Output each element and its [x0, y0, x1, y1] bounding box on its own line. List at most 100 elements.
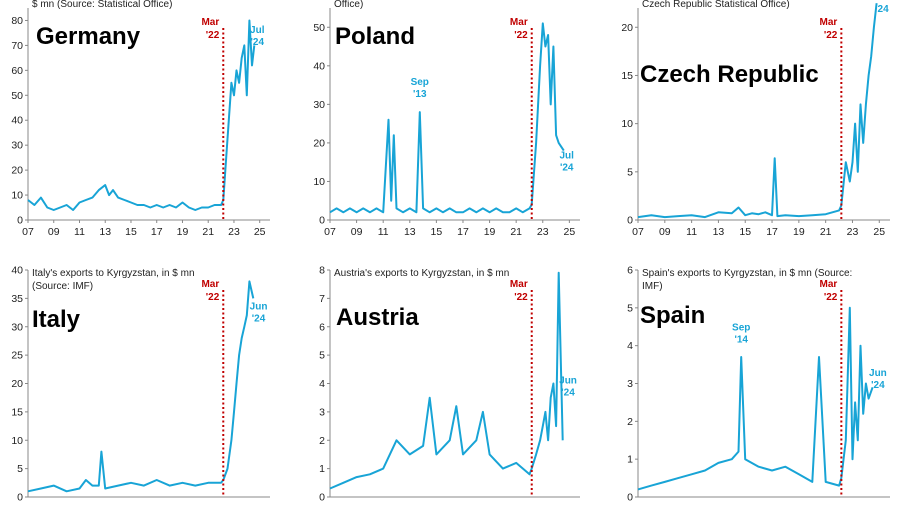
- y-tick-label: 10: [11, 435, 23, 447]
- y-tick-label: 5: [627, 166, 633, 178]
- y-tick-label: 2: [319, 435, 325, 447]
- x-tick-label: 13: [99, 226, 111, 238]
- chart-title: Czech Republic: [640, 61, 819, 88]
- y-tick-label: 15: [621, 70, 633, 82]
- y-tick-label: 50: [11, 90, 23, 102]
- y-tick-label: 7: [319, 293, 325, 305]
- y-tick-label: 8: [319, 265, 325, 277]
- y-tick-label: 25: [11, 350, 23, 362]
- y-tick-label: 0: [319, 492, 325, 504]
- x-tick-label: 21: [820, 226, 832, 238]
- annotation-label: Sep: [732, 323, 750, 334]
- x-tick-label: 11: [686, 226, 697, 238]
- y-tick-label: 20: [313, 137, 325, 149]
- chart-subtitle: (Source: IMF): [32, 281, 93, 292]
- y-tick-label: 10: [11, 190, 23, 202]
- y-tick-label: 4: [319, 378, 325, 390]
- annotation-label: '13: [413, 89, 427, 100]
- event-marker-label: Mar: [201, 279, 219, 290]
- y-tick-label: 3: [627, 378, 633, 390]
- annotation-label: Jun: [250, 302, 268, 313]
- y-tick-label: 1: [627, 454, 633, 466]
- y-tick-label: 5: [627, 302, 633, 314]
- y-tick-label: 40: [11, 115, 23, 127]
- event-marker-label: '22: [206, 292, 220, 303]
- series-line: [637, 306, 874, 491]
- event-marker-label: '22: [206, 30, 220, 41]
- event-marker-label: Mar: [201, 17, 219, 28]
- chart-title: Poland: [335, 23, 415, 50]
- event-marker-label: '22: [514, 292, 528, 303]
- chart-panel-germany: $ mn (Source: Statistical Office) 0 10 20 30…: [11, 0, 270, 238]
- event-marker-label: '22: [824, 30, 838, 41]
- annotation-label: '24: [875, 4, 889, 15]
- chart-title: Austria: [336, 304, 419, 331]
- x-tick-label: 21: [510, 226, 522, 238]
- y-tick-label: 20: [11, 378, 23, 390]
- y-tick-label: 5: [319, 350, 325, 362]
- x-tick-label: 07: [632, 226, 644, 238]
- x-tick-label: 19: [793, 226, 805, 238]
- chart-subtitle: Italy's exports to Kyrgyzstan, in $ mn: [32, 268, 195, 279]
- y-tick-label: 5: [17, 463, 23, 475]
- y-tick-label: 0: [17, 215, 23, 227]
- chart-subtitle: Spain's exports to Kyrgyzstan, in $ mn (…: [642, 268, 852, 279]
- event-marker-label: Mar: [820, 17, 838, 28]
- x-tick-label: 19: [484, 226, 496, 238]
- y-tick-label: 35: [11, 293, 23, 305]
- y-tick-label: 0: [627, 492, 633, 504]
- annotation-label: '14: [734, 335, 748, 346]
- annotation-label: '24: [251, 37, 265, 48]
- y-tick-label: 20: [11, 165, 23, 177]
- annotation-label: Jun: [869, 368, 887, 379]
- y-tick-label: 30: [11, 140, 23, 152]
- y-tick-label: 10: [621, 118, 633, 130]
- x-tick-label: 23: [537, 226, 549, 238]
- chart-panel-poland: Office) 0 10 20 30 40 50 07 09 11 13 15 17 19 21 23 25 Ma…: [313, 0, 580, 238]
- series-line: [637, 3, 878, 219]
- chart-panel-spain: Spain's exports to Kyrgyzstan, in $ mn (…: [627, 265, 890, 504]
- x-tick-label: 25: [254, 226, 266, 238]
- x-tick-label: 07: [324, 226, 336, 238]
- x-tick-label: 11: [378, 226, 389, 238]
- y-tick-label: 0: [17, 492, 23, 504]
- y-tick-label: 40: [313, 60, 325, 72]
- series-line: [329, 271, 564, 490]
- x-tick-label: 19: [177, 226, 189, 238]
- x-tick-label: 09: [48, 226, 60, 238]
- chart-title: Spain: [640, 302, 705, 329]
- y-tick-label: 3: [319, 406, 325, 418]
- x-tick-label: 21: [202, 226, 214, 238]
- chart-subtitle: Austria's exports to Kyrgyzstan, in $ mn: [334, 268, 509, 279]
- event-marker-label: Mar: [510, 17, 528, 28]
- event-marker-label: Mar: [510, 279, 528, 290]
- annotation-label: '24: [560, 162, 574, 173]
- x-tick-label: 25: [564, 226, 576, 238]
- chart-subtitle: Office): [334, 0, 363, 10]
- y-tick-label: 0: [319, 215, 325, 227]
- y-tick-label: 20: [621, 22, 633, 34]
- y-tick-label: 40: [11, 265, 23, 277]
- y-tick-label: 1: [319, 463, 325, 475]
- y-tick-label: 15: [11, 406, 23, 418]
- x-tick-label: 17: [766, 226, 778, 238]
- series-line: [27, 19, 256, 211]
- x-tick-label: 15: [431, 226, 443, 238]
- annotation-label: Jun: [559, 376, 577, 387]
- y-tick-label: 60: [11, 65, 23, 77]
- y-tick-label: 4: [627, 340, 633, 352]
- x-tick-label: 25: [873, 226, 885, 238]
- chart-subtitle: $ mn (Source: Statistical Office): [32, 0, 172, 10]
- chart-subtitle: Czech Republic Statistical Office): [642, 0, 790, 10]
- x-tick-label: 23: [228, 226, 240, 238]
- y-tick-label: 80: [11, 15, 23, 27]
- x-tick-label: 17: [151, 226, 163, 238]
- x-tick-label: 15: [125, 226, 137, 238]
- series-line: [329, 22, 565, 214]
- x-tick-label: 15: [739, 226, 751, 238]
- y-tick-label: 6: [627, 265, 633, 277]
- annotation-label: '24: [252, 314, 266, 325]
- chart-panel-austria: Austria's exports to Kyrgyzstan, in $ mn…: [319, 265, 580, 504]
- x-tick-label: 13: [404, 226, 416, 238]
